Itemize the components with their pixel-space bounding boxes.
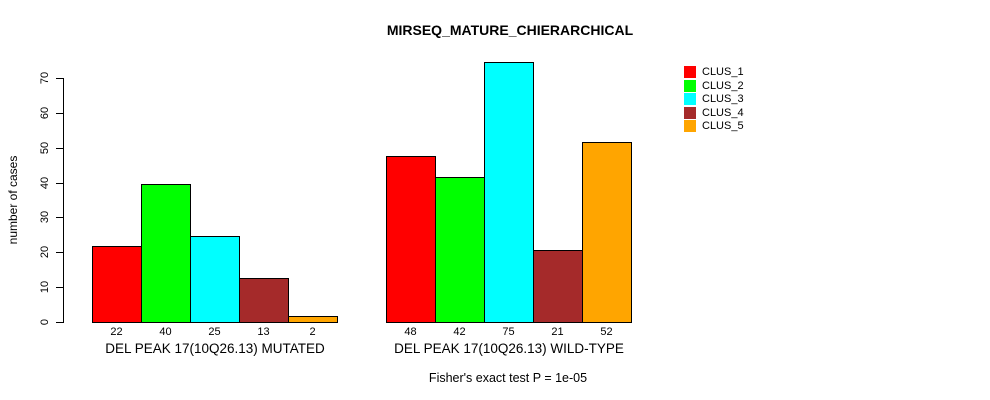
y-axis-tick <box>56 217 63 218</box>
y-axis-tick-label: 10 <box>39 280 51 294</box>
bar-clus_5-group2 <box>582 142 632 323</box>
y-axis-tick <box>56 183 63 184</box>
bar-value-label: 21 <box>551 326 564 338</box>
y-axis-tick-label: 30 <box>39 210 51 224</box>
bar-value-label: 75 <box>502 326 515 338</box>
bar-value-label: 42 <box>453 326 466 338</box>
fisher-test-annotation: Fisher's exact test P = 1e-05 <box>428 371 588 385</box>
y-axis-title: number of cases <box>6 155 20 245</box>
legend-swatch-clus_1 <box>684 66 696 78</box>
bar-clus_5-group1 <box>288 316 338 323</box>
bar-value-label: 22 <box>110 326 123 338</box>
y-axis-line <box>63 78 64 323</box>
y-axis-tick-label: 0 <box>39 318 51 326</box>
legend-label-clus_2: CLUS_2 <box>702 79 744 92</box>
bar-value-label: 13 <box>257 326 270 338</box>
y-axis-tick <box>56 322 63 323</box>
x-group-label: DEL PEAK 17(10Q26.13) MUTATED <box>105 341 325 356</box>
y-axis-tick <box>56 113 63 114</box>
bar-clus_1-group1 <box>92 246 142 323</box>
y-axis-tick <box>56 287 63 288</box>
bar-value-label: 40 <box>159 326 172 338</box>
bar-value-label: 2 <box>309 326 316 338</box>
legend-swatch-clus_2 <box>684 79 696 92</box>
bar-clus_4-group1 <box>239 278 289 323</box>
legend-swatch-clus_3 <box>684 93 696 105</box>
legend-swatch-clus_5 <box>684 120 696 132</box>
y-axis-tick <box>56 78 63 79</box>
bar-clus_2-group1 <box>141 184 191 323</box>
bar-value-label: 52 <box>600 326 613 338</box>
bar-value-label: 48 <box>404 326 417 338</box>
y-axis-tick <box>56 252 63 253</box>
y-axis-tick-label: 40 <box>39 176 51 190</box>
legend-label-clus_3: CLUS_3 <box>702 93 744 105</box>
y-axis-tick <box>56 148 63 149</box>
y-axis-tick-label: 20 <box>39 245 51 259</box>
legend-label-clus_1: CLUS_1 <box>702 66 744 78</box>
legend-label-clus_5: CLUS_5 <box>702 120 744 132</box>
bar-clus_4-group2 <box>533 250 583 323</box>
legend-label-clus_4: CLUS_4 <box>702 106 744 119</box>
y-axis-tick-label: 60 <box>39 106 51 120</box>
x-group-label: DEL PEAK 17(10Q26.13) WILD-TYPE <box>394 341 624 356</box>
chart-title: MIRSEQ_MATURE_CHIERARCHICAL <box>386 22 634 38</box>
bar-clus_3-group2 <box>484 62 534 323</box>
bar-clus_3-group1 <box>190 236 240 323</box>
bar-value-label: 25 <box>208 326 221 338</box>
bar-clus_2-group2 <box>435 177 485 323</box>
bar-clus_1-group2 <box>386 156 436 323</box>
legend-swatch-clus_4 <box>684 106 696 119</box>
y-axis-tick-label: 50 <box>39 141 51 155</box>
y-axis-tick-label: 70 <box>39 71 51 85</box>
